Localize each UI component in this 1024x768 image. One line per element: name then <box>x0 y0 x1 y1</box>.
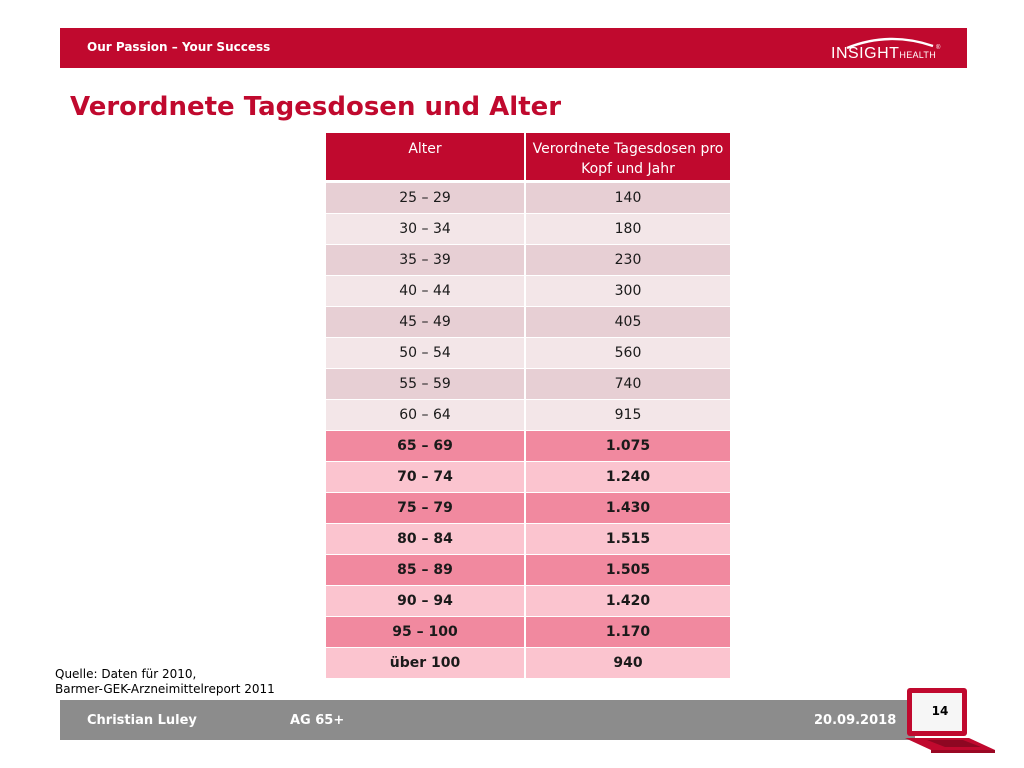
table-row: 75 – 79 1.430 <box>326 493 730 524</box>
age-cell: 30 – 34 <box>326 214 526 245</box>
age-cell: 55 – 59 <box>326 369 526 400</box>
table-row: 30 – 34 180 <box>326 214 730 245</box>
footer-bar: Christian Luley AG 65+ 20.09.2018 <box>60 700 915 740</box>
logo-registered-mark: ® <box>936 45 941 51</box>
table-row: 45 – 49 405 <box>326 307 730 338</box>
doses-cell: 1.420 <box>526 586 730 617</box>
table-row: 60 – 64 915 <box>326 400 730 431</box>
doses-cell: 230 <box>526 245 730 276</box>
table-header-row: Alter Verordnete Tagesdosen pro Kopf und… <box>326 133 730 183</box>
laptop-icon <box>905 688 995 753</box>
doses-cell: 1.515 <box>526 524 730 555</box>
doses-cell: 180 <box>526 214 730 245</box>
footer-project: AG 65+ <box>290 713 345 728</box>
age-cell: 75 – 79 <box>326 493 526 524</box>
table-row: 40 – 44 300 <box>326 276 730 307</box>
logo-text: INSIGHTHEALTH® <box>831 45 940 63</box>
table-row: 70 – 74 1.240 <box>326 462 730 493</box>
doses-cell: 405 <box>526 307 730 338</box>
doses-cell: 1.430 <box>526 493 730 524</box>
age-cell: 95 – 100 <box>326 617 526 648</box>
column-header-doses: Verordnete Tagesdosen pro Kopf und Jahr <box>526 133 730 183</box>
table-row: 50 – 54 560 <box>326 338 730 369</box>
top-banner: Our Passion – Your Success INSIGHTHEALTH… <box>60 28 967 68</box>
source-note: Quelle: Daten für 2010, Barmer-GEK-Arzne… <box>55 667 275 697</box>
age-cell: über 100 <box>326 648 526 679</box>
table-row: 95 – 100 1.170 <box>326 617 730 648</box>
table-row: 85 – 89 1.505 <box>326 555 730 586</box>
column-header-age: Alter <box>326 133 526 183</box>
doses-by-age-table: Alter Verordnete Tagesdosen pro Kopf und… <box>326 133 730 679</box>
age-cell: 90 – 94 <box>326 586 526 617</box>
doses-cell: 915 <box>526 400 730 431</box>
age-cell: 50 – 54 <box>326 338 526 369</box>
age-cell: 65 – 69 <box>326 431 526 462</box>
table-row: 25 – 29 140 <box>326 183 730 214</box>
doses-cell: 1.240 <box>526 462 730 493</box>
doses-cell: 140 <box>526 183 730 214</box>
doses-cell: 740 <box>526 369 730 400</box>
page-title: Verordnete Tagesdosen und Alter <box>70 92 562 122</box>
age-cell: 40 – 44 <box>326 276 526 307</box>
footer-date: 20.09.2018 <box>814 713 897 728</box>
age-cell: 80 – 84 <box>326 524 526 555</box>
doses-cell: 1.505 <box>526 555 730 586</box>
table-row: 80 – 84 1.515 <box>326 524 730 555</box>
table-row: 55 – 59 740 <box>326 369 730 400</box>
source-line-2: Barmer-GEK-Arzneimittelreport 2011 <box>55 682 275 696</box>
age-cell: 35 – 39 <box>326 245 526 276</box>
tagline: Our Passion – Your Success <box>87 40 271 54</box>
age-cell: 70 – 74 <box>326 462 526 493</box>
logo-arc-icon <box>846 37 934 49</box>
table-row: 90 – 94 1.420 <box>326 586 730 617</box>
age-cell: 85 – 89 <box>326 555 526 586</box>
source-line-1: Quelle: Daten für 2010, <box>55 667 197 681</box>
age-cell: 25 – 29 <box>326 183 526 214</box>
age-cell: 60 – 64 <box>326 400 526 431</box>
table-row: 35 – 39 230 <box>326 245 730 276</box>
logo-main-text: INSIGHT <box>831 45 900 62</box>
doses-cell: 1.170 <box>526 617 730 648</box>
insight-health-logo: INSIGHTHEALTH® <box>831 35 951 63</box>
table-row: 65 – 69 1.075 <box>326 431 730 462</box>
doses-cell: 300 <box>526 276 730 307</box>
age-cell: 45 – 49 <box>326 307 526 338</box>
page-number: 14 <box>931 704 949 718</box>
footer-author: Christian Luley <box>87 713 197 728</box>
doses-cell: 940 <box>526 648 730 679</box>
table-row: über 100 940 <box>326 648 730 679</box>
doses-cell: 560 <box>526 338 730 369</box>
doses-cell: 1.075 <box>526 431 730 462</box>
logo-sub-text: HEALTH <box>899 50 937 60</box>
